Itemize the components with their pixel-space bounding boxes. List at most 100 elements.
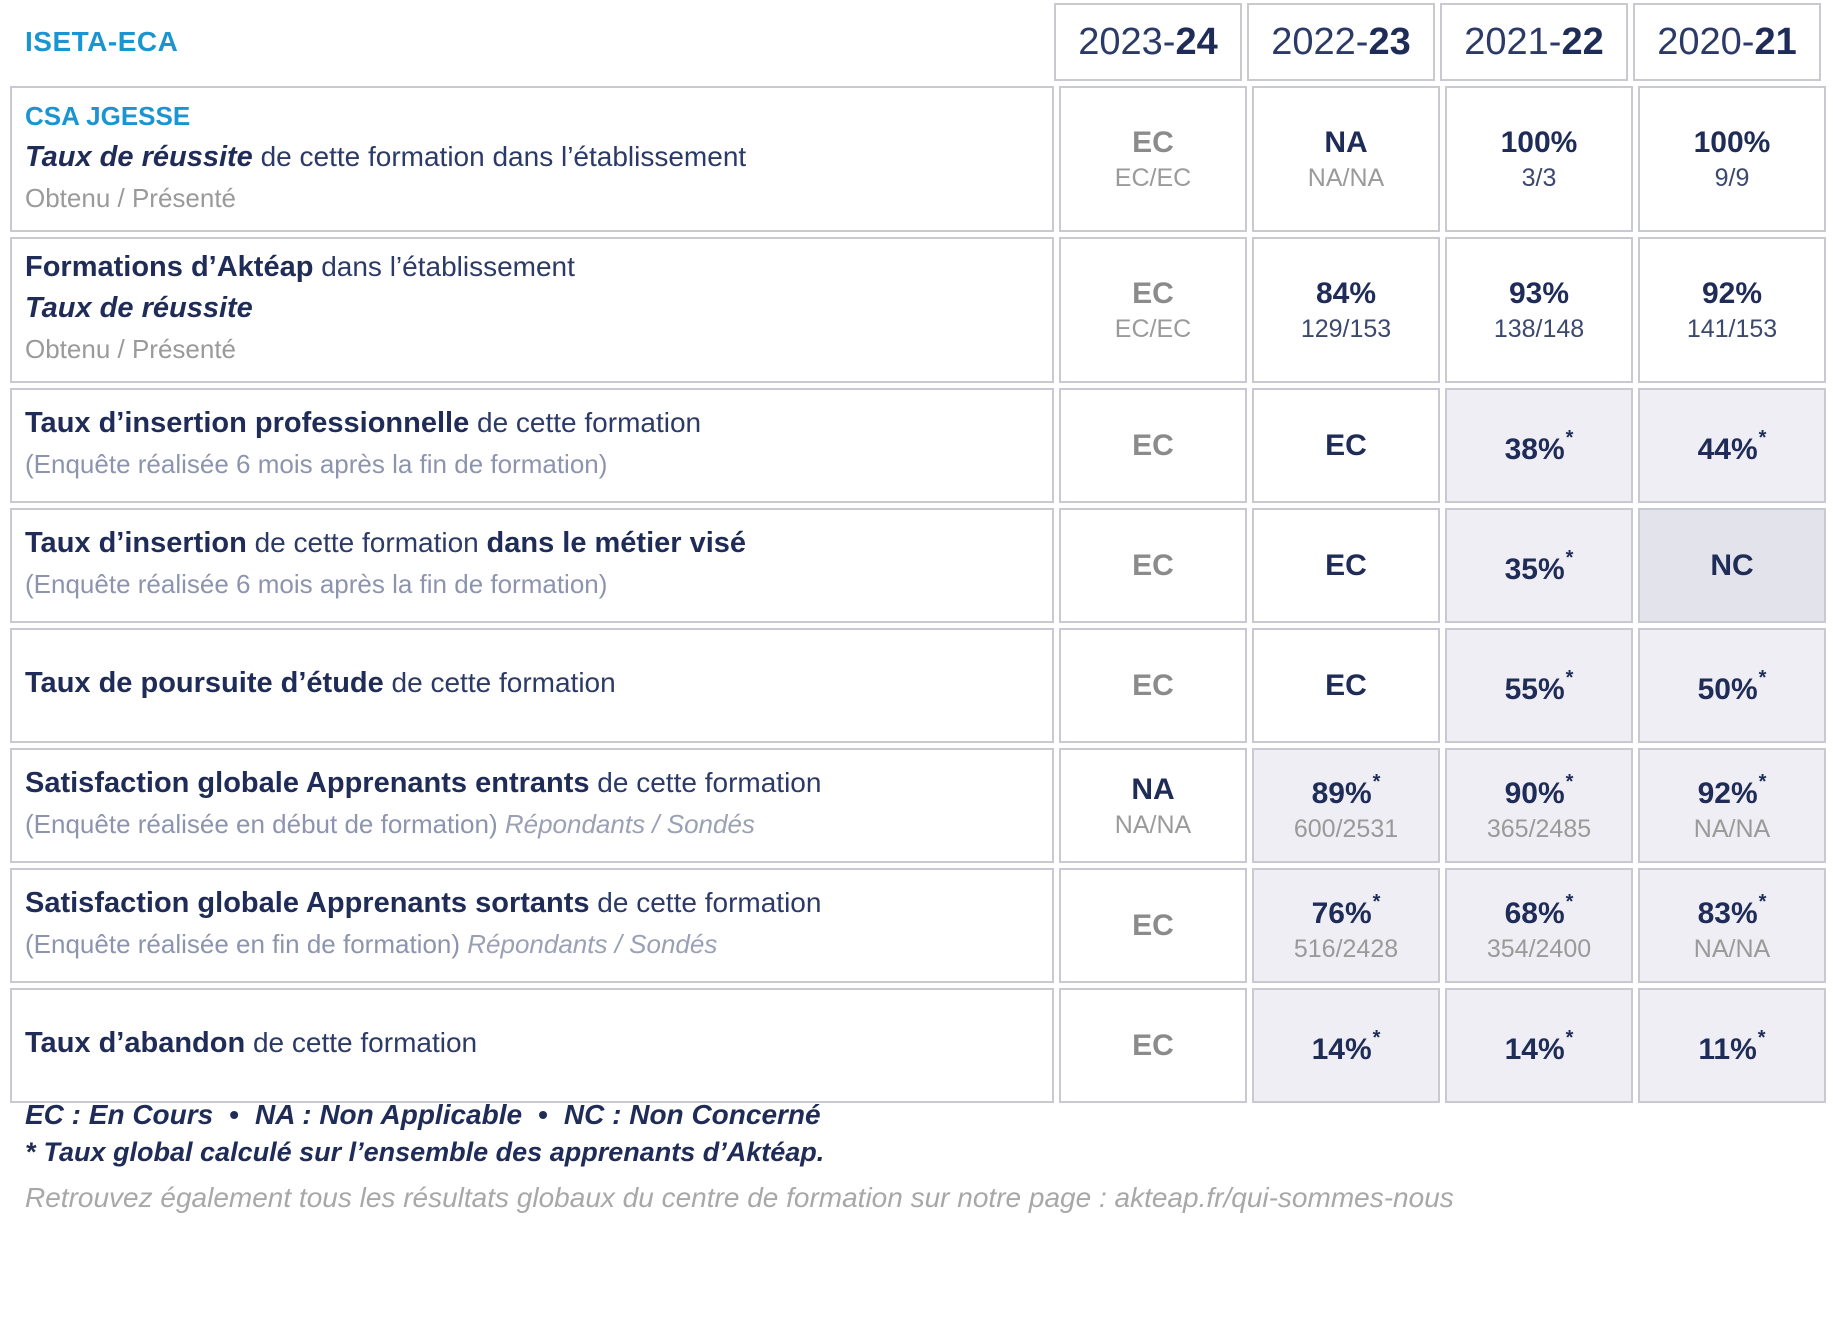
cell-value: EC <box>1132 667 1174 705</box>
cell-value-text: 92% <box>1701 277 1763 310</box>
cell-value: EC <box>1132 1027 1174 1065</box>
cell-value: 35%* <box>1505 543 1574 589</box>
metric-cell: 92%* NA/NA <box>1638 748 1826 863</box>
metric-cell: 38%* <box>1445 388 1633 503</box>
cell-value-text: 83% <box>1697 896 1758 930</box>
label-line: Taux de poursuite d’étude de cette forma… <box>25 665 1032 706</box>
label-line: Obtenu / Présenté <box>25 331 1032 372</box>
cell-value: 100% <box>1501 124 1578 162</box>
metric-label: Taux d’abandon de cette formation <box>10 988 1054 1103</box>
metric-cell: 90%* 365/2485 <box>1445 748 1633 863</box>
metric-cell: 50%* <box>1638 628 1826 743</box>
global-rate-asterisk: * <box>1758 426 1767 449</box>
cell-value-text: EC <box>1325 428 1367 462</box>
cell-value: NC <box>1710 547 1753 585</box>
cell-subvalue: 354/2400 <box>1486 934 1592 963</box>
cell-value-text: 76% <box>1311 896 1372 930</box>
label-segment: Obtenu / Présenté <box>25 333 237 364</box>
label-segment: de cette formation <box>383 667 616 698</box>
cell-value-text: EC <box>1132 668 1174 702</box>
metric-cell: 68%* 354/2400 <box>1445 868 1633 983</box>
year-suffix: 22 <box>1561 20 1604 63</box>
global-rate-asterisk: * <box>1757 1026 1766 1049</box>
metric-row-satisfaction-apprenants-entrants: Satisfaction globale Apprenants entrants… <box>10 748 1826 863</box>
cell-value: EC <box>1132 547 1174 585</box>
global-rate-asterisk: * <box>1758 770 1767 793</box>
cell-value-text: EC <box>1132 126 1174 159</box>
cell-subvalue: EC/EC <box>1114 315 1192 343</box>
label-line: Obtenu / Présenté <box>25 180 1032 221</box>
cell-value: 92% <box>1702 275 1762 313</box>
cell-value-text: EC <box>1325 668 1367 702</box>
label-segment: Satisfaction globale Apprenants entrants <box>25 766 590 799</box>
cell-value: 84% <box>1316 275 1376 313</box>
label-segment: dans le métier visé <box>486 526 747 559</box>
metric-cell: 93% 138/148 <box>1445 237 1633 383</box>
table-footer: EC : En Cours • NA : Non Applicable • NC : N… <box>25 1096 1454 1216</box>
label-line: Taux d’insertion de cette formation dans… <box>25 525 1032 566</box>
cell-value-text: NA <box>1131 772 1175 806</box>
global-rate-asterisk: * <box>1758 666 1767 689</box>
global-rate-asterisk: * <box>1565 546 1574 569</box>
legend-item: NA : Non Applicable <box>255 1099 523 1130</box>
label-segment: (Enquête réalisée en début de formation) <box>25 808 505 839</box>
cell-value-text: 44% <box>1697 432 1758 466</box>
cell-value: 44%* <box>1698 423 1767 469</box>
cell-value-text: 89% <box>1311 776 1372 810</box>
cell-subvalue: 138/148 <box>1493 315 1585 343</box>
label-segment: (Enquête réalisée 6 mois après la fin de… <box>25 568 608 599</box>
global-rate-asterisk: * <box>1565 770 1574 793</box>
label-segment: Taux d’insertion <box>25 526 247 559</box>
label-line: (Enquête réalisée 6 mois après la fin de… <box>25 566 1032 607</box>
metric-cell: NA NA/NA <box>1252 86 1440 232</box>
metric-row-taux-abandon: Taux d’abandon de cette formation EC 14%* 1… <box>10 988 1826 1103</box>
year-header-cell: 2023- 24 <box>1054 3 1242 81</box>
metric-cell: EC <box>1059 628 1247 743</box>
label-segment: Répondants / Sondés <box>467 928 718 959</box>
metric-cell: EC <box>1059 388 1247 503</box>
metric-cell: EC <box>1059 868 1247 983</box>
metric-label: Taux de poursuite d’étude de cette forma… <box>10 628 1054 743</box>
metric-label: Formations d’Aktéap dans l’établissement… <box>10 237 1054 383</box>
year-header-cell: 2020- 21 <box>1633 3 1821 81</box>
cell-subvalue: NA/NA <box>1307 164 1385 192</box>
legend-item: NC : Non Concerné <box>563 1099 821 1130</box>
year-header-cells: 2023- 24 2022- 23 2021- 22 2020- 21 <box>1054 3 1821 81</box>
cell-value: 11%* <box>1698 1023 1765 1069</box>
legend-bullet: • <box>229 1099 240 1130</box>
metric-label: Satisfaction globale Apprenants sortants… <box>10 868 1054 983</box>
label-segment: de cette formation <box>469 406 702 438</box>
global-rate-asterisk: * <box>1565 890 1574 913</box>
cell-value: 55%* <box>1505 663 1574 709</box>
label-segment: Taux d’abandon <box>25 1027 246 1059</box>
cell-value-text: 68% <box>1504 896 1565 930</box>
cell-value: 76%* <box>1312 887 1381 933</box>
cell-value: EC <box>1132 907 1174 945</box>
label-line: (Enquête réalisée 6 mois après la fin de… <box>25 446 1032 487</box>
year-prefix: 2023- <box>1078 20 1176 63</box>
metric-cell: EC <box>1059 988 1247 1103</box>
metric-cell: EC EC/EC <box>1059 237 1247 383</box>
cell-subvalue: 516/2428 <box>1293 934 1399 963</box>
cell-subvalue: NA/NA <box>1693 814 1771 843</box>
cell-value-text: 93% <box>1508 277 1570 310</box>
year-suffix: 21 <box>1754 20 1797 63</box>
metric-cell: 14%* <box>1252 988 1440 1103</box>
cell-value-text: 14% <box>1311 1032 1372 1066</box>
cell-value: 50%* <box>1698 663 1767 709</box>
metric-cell: EC <box>1252 508 1440 623</box>
label-line: Formations d’Aktéap dans l’établissement <box>25 249 1032 290</box>
cell-value: EC <box>1132 275 1174 313</box>
cell-value: 100% <box>1694 124 1771 162</box>
label-segment: de cette formation dans l’établissement <box>252 140 747 172</box>
footnote: * Taux global calculé sur l’ensemble des … <box>25 1134 1454 1170</box>
page-title: ISETA-ECA <box>25 26 179 57</box>
metric-cell: 100% 3/3 <box>1445 86 1633 232</box>
label-segment: de cette formation <box>245 1027 478 1058</box>
year-suffix: 24 <box>1175 20 1218 63</box>
cell-value-text: 38% <box>1504 432 1565 466</box>
metric-cell: 55%* <box>1445 628 1633 743</box>
metric-row-taux-reussite-formation: CSA JGESSE Taux de réussite de cette form… <box>10 86 1826 232</box>
cell-subvalue: NA/NA <box>1693 934 1771 963</box>
label-line: Taux de réussite <box>25 290 1032 331</box>
